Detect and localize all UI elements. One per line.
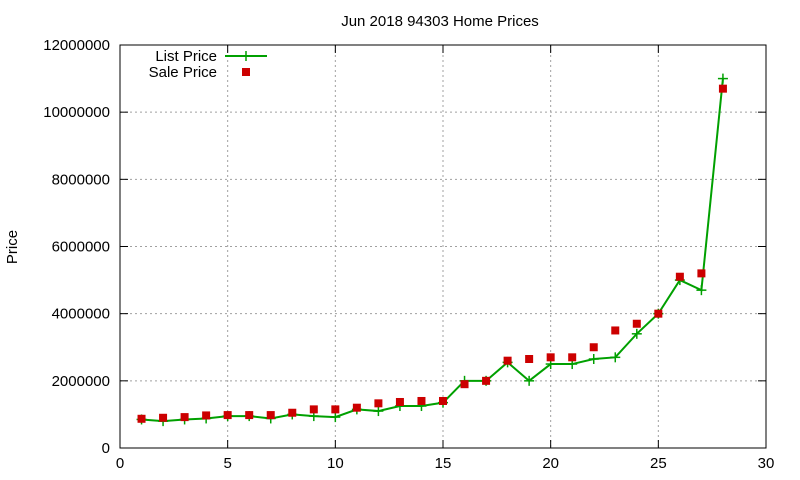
sale-price-point	[417, 396, 426, 405]
legend: List Price Sale Price	[149, 48, 267, 81]
y-tick-label: 12000000	[43, 37, 110, 54]
series-list-price	[136, 73, 728, 427]
list-price-point	[330, 412, 341, 423]
sale-price-point	[288, 408, 297, 417]
series	[136, 73, 728, 427]
y-tick-label: 10000000	[43, 104, 110, 121]
sale-price-point	[266, 411, 275, 420]
list-price-point	[631, 328, 642, 339]
legend-square	[242, 68, 250, 76]
sale-price-point	[611, 326, 620, 335]
sale-price-point	[309, 405, 318, 414]
legend-label-list-price: List Price	[155, 48, 217, 65]
y-axis-label: Price	[4, 230, 21, 264]
sale-price-point	[395, 397, 404, 406]
legend-plus	[241, 51, 251, 61]
sale-price-point	[546, 353, 555, 362]
list-price-line	[141, 78, 724, 423]
sale-price-point	[525, 355, 534, 364]
sale-price-point	[654, 309, 663, 318]
x-tick-label: 25	[650, 455, 667, 472]
sale-price-point	[482, 376, 491, 385]
y-tick-label: 2000000	[52, 373, 110, 390]
sale-price-point	[589, 343, 598, 352]
y-tick-label: 6000000	[52, 239, 110, 256]
x-tick-label: 5	[223, 455, 231, 472]
x-tick-label: 15	[435, 455, 452, 472]
sale-price-point	[439, 396, 447, 405]
sale-price-point	[503, 356, 512, 365]
ticks: 0 5 10 15 20 25 30 0 2000000 4000000 6000000 800000…	[43, 37, 774, 472]
list-price-point	[588, 354, 599, 365]
sale-price-point	[245, 411, 254, 420]
sale-price-point	[374, 399, 383, 408]
list-price-point	[373, 406, 384, 417]
sale-price-point	[718, 84, 727, 93]
list-price-point	[717, 73, 728, 84]
list-price-point	[610, 352, 621, 363]
sale-price-point	[331, 405, 340, 414]
sale-price-point	[568, 353, 577, 362]
list-price-point	[696, 285, 707, 296]
sale-price-point	[159, 413, 168, 422]
y-tick-label: 8000000	[52, 171, 110, 188]
grid	[120, 45, 766, 448]
x-tick-label: 20	[542, 455, 559, 472]
x-tick-label: 10	[327, 455, 344, 472]
legend-symbol-list-price	[225, 51, 267, 61]
series-sale-price	[137, 84, 727, 423]
y-tick-label: 0	[102, 440, 110, 457]
sale-price-point	[223, 411, 232, 420]
sale-price-point	[460, 380, 469, 389]
sale-price-point	[697, 269, 706, 278]
sale-price-point	[137, 414, 146, 423]
x-tick-label: 30	[758, 455, 775, 472]
y-tick-label: 4000000	[52, 306, 110, 323]
sale-price-point	[632, 319, 641, 328]
sale-price-point	[352, 403, 361, 412]
sale-price-point	[180, 413, 189, 422]
legend-symbol-sale-price	[242, 68, 250, 76]
list-price-point	[524, 375, 535, 386]
sale-price-point	[202, 411, 211, 420]
sale-price-point	[675, 272, 684, 281]
chart-title: Jun 2018 94303 Home Prices	[341, 13, 539, 30]
legend-label-sale-price: Sale Price	[149, 64, 217, 81]
x-tick-label: 0	[116, 455, 124, 472]
